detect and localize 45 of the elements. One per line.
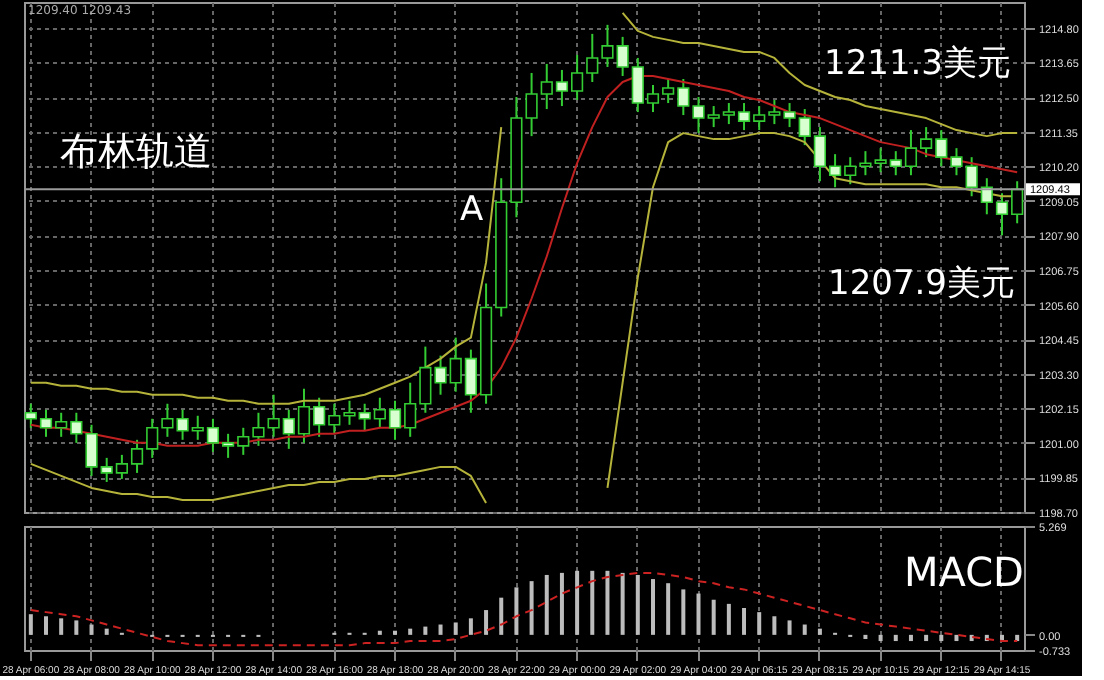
bar: [514, 587, 519, 635]
bar: [89, 624, 94, 635]
bar: [408, 628, 413, 635]
bar: [802, 624, 807, 635]
bar: [590, 570, 595, 635]
bar: [499, 597, 504, 635]
bar: [468, 618, 473, 635]
bar: [620, 572, 625, 635]
bar: [635, 574, 640, 635]
bar: [74, 620, 79, 635]
bar: [104, 628, 109, 635]
bar: [787, 620, 792, 635]
bar: [605, 570, 610, 635]
bar: [28, 614, 33, 635]
bar: [59, 618, 64, 635]
bar: [438, 624, 443, 635]
bar: [559, 572, 564, 635]
bar: [954, 634, 959, 642]
bar: [772, 616, 777, 635]
bar: [650, 579, 655, 635]
annotation: A: [460, 190, 484, 230]
bar: [696, 593, 701, 635]
bar: [726, 603, 731, 635]
annotation: 1207.9美元: [828, 264, 1015, 304]
bar: [757, 612, 762, 635]
bar: [742, 608, 747, 635]
bar: [529, 581, 534, 635]
annotation: MACD: [904, 548, 1024, 596]
bar: [544, 574, 549, 635]
bar: [44, 616, 48, 635]
bar: [924, 634, 929, 642]
bar: [893, 634, 898, 642]
bar: [939, 634, 944, 642]
bar: [681, 589, 686, 635]
annotation: 1211.3美元: [824, 44, 1011, 84]
bar: [423, 626, 428, 635]
bar: [878, 634, 883, 642]
bar: [484, 610, 489, 635]
bar: [817, 628, 822, 635]
bar: [453, 622, 458, 635]
bar: [575, 570, 580, 635]
bar: [908, 634, 913, 642]
annotation: 布林轨道: [60, 130, 212, 174]
bar: [666, 583, 671, 635]
bar: [711, 599, 716, 635]
